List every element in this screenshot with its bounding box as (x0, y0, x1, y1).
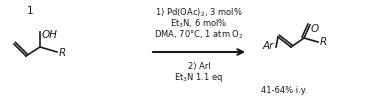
Text: 2) ArI: 2) ArI (187, 62, 211, 71)
Text: O: O (311, 24, 319, 34)
Text: 1) Pd(OAc)$_2$, 3 mol%: 1) Pd(OAc)$_2$, 3 mol% (155, 7, 243, 19)
Text: 41-64% i.y.: 41-64% i.y. (261, 86, 307, 95)
Text: R: R (59, 48, 66, 57)
Text: DMA, 70°C, 1 atm O$_2$: DMA, 70°C, 1 atm O$_2$ (154, 28, 244, 41)
Text: Et$_3$N, 6 mol%: Et$_3$N, 6 mol% (170, 18, 228, 30)
Text: Et$_3$N 1.1 eq: Et$_3$N 1.1 eq (174, 71, 224, 84)
Text: OH: OH (42, 30, 58, 40)
Text: R: R (320, 37, 327, 47)
Text: 1: 1 (27, 6, 33, 16)
Text: Ar: Ar (263, 41, 274, 51)
